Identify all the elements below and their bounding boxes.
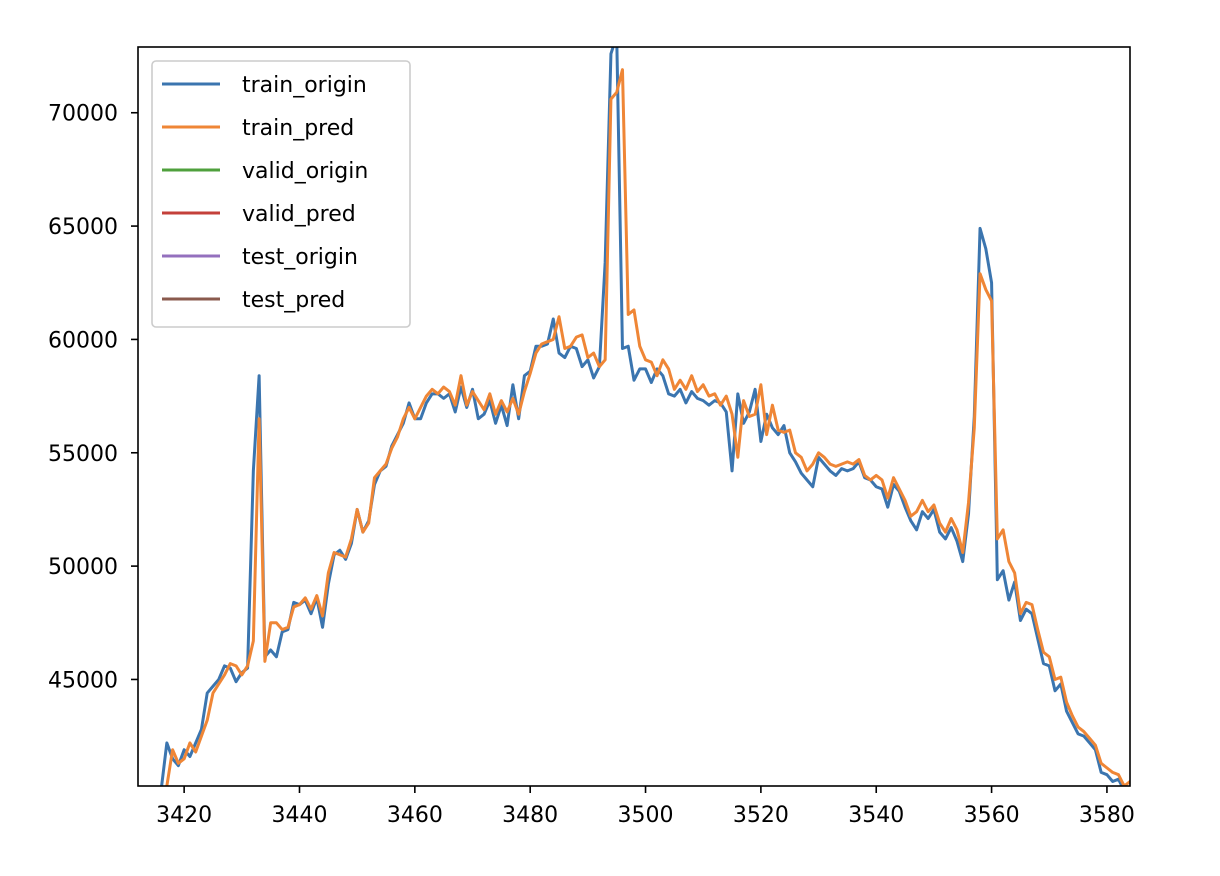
x-tick-label: 3580 bbox=[1079, 803, 1135, 828]
y-tick-label: 70000 bbox=[48, 102, 118, 127]
legend-label-valid-pred: valid_pred bbox=[242, 202, 356, 227]
legend-label-test-origin: test_origin bbox=[242, 245, 358, 270]
legend-label-valid-origin: valid_origin bbox=[242, 159, 368, 184]
y-tick-label: 60000 bbox=[48, 328, 118, 353]
x-tick-label: 3480 bbox=[502, 803, 558, 828]
x-tick-label: 3500 bbox=[618, 803, 674, 828]
y-tick-label: 65000 bbox=[48, 215, 118, 240]
y-tick-label: 45000 bbox=[48, 668, 118, 693]
legend: train_origin train_pred valid_origin valid_… bbox=[151, 60, 411, 328]
x-tick-label: 3420 bbox=[156, 803, 212, 828]
x-tick-label: 3540 bbox=[848, 803, 904, 828]
x-axis: 3420 3440 3460 3480 3500 3520 3540 3560 3580 bbox=[156, 786, 1135, 828]
legend-label-test-pred: test_pred bbox=[242, 288, 345, 313]
x-tick-label: 3520 bbox=[733, 803, 789, 828]
y-axis: 45000 50000 55000 60000 65000 70000 bbox=[48, 102, 138, 693]
legend-label-train-pred: train_pred bbox=[242, 116, 354, 141]
x-tick-label: 3560 bbox=[964, 803, 1020, 828]
x-tick-label: 3460 bbox=[387, 803, 443, 828]
plot-frame bbox=[137, 46, 1131, 787]
legend-label-train-origin: train_origin bbox=[242, 73, 367, 98]
series-line-train-pred bbox=[165, 68, 1130, 786]
y-tick-label: 55000 bbox=[48, 442, 118, 467]
y-tick-label: 50000 bbox=[48, 555, 118, 580]
series-layer bbox=[160, 47, 1130, 786]
x-tick-label: 3440 bbox=[271, 803, 327, 828]
